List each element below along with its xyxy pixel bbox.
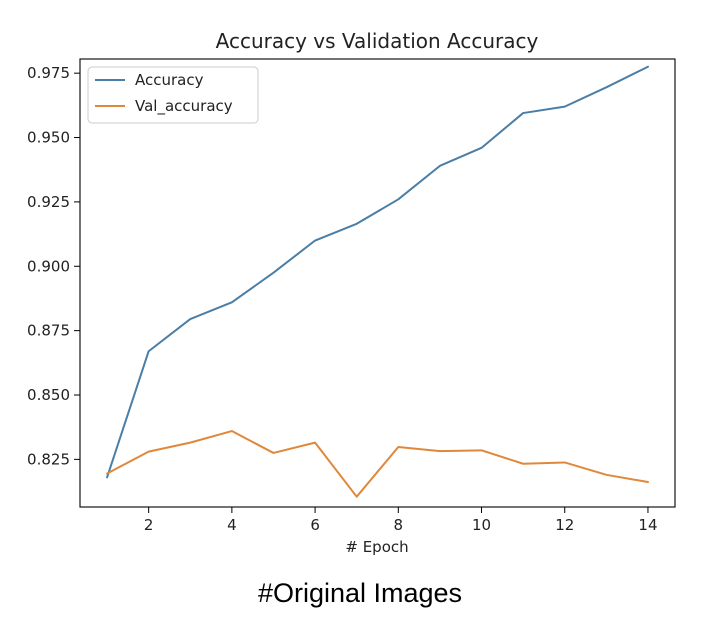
x-tick-label: 6 — [310, 516, 320, 534]
y-tick-label: 0.950 — [27, 129, 70, 147]
x-axis-label: # Epoch — [345, 538, 408, 556]
series-line-1 — [106, 430, 649, 498]
legend-label-accuracy: Accuracy — [135, 71, 204, 89]
y-tick-label: 0.875 — [27, 322, 70, 340]
data-point — [271, 451, 275, 455]
data-point — [646, 480, 650, 484]
y-axis-ticks: 0.825 0.850 0.875 0.900 0.925 0.950 0.975 — [27, 64, 80, 468]
data-point — [396, 445, 400, 449]
figure-caption: #Original Images — [257, 578, 463, 608]
legend-frame — [87, 66, 259, 124]
data-point — [355, 495, 359, 499]
x-tick-label: 10 — [472, 516, 491, 534]
data-point — [438, 164, 442, 168]
data-point — [396, 197, 400, 201]
data-point — [313, 239, 317, 243]
data-point — [604, 85, 608, 89]
data-point — [188, 317, 192, 321]
data-point — [313, 441, 317, 445]
data-point — [604, 473, 608, 477]
data-point — [147, 349, 151, 353]
legend: Accuracy Val_accuracy — [87, 66, 259, 124]
data-point — [646, 65, 650, 69]
plot-frame — [79, 58, 676, 508]
data-point — [563, 105, 567, 109]
data-point — [105, 472, 109, 476]
data-point — [480, 448, 484, 452]
data-point — [521, 111, 525, 115]
y-tick-label: 0.975 — [27, 64, 70, 82]
x-tick-label: 12 — [555, 516, 574, 534]
y-tick-label: 0.900 — [27, 257, 70, 275]
series-line-0 — [106, 65, 649, 479]
y-tick-label: 0.925 — [27, 193, 70, 211]
x-tick-label: 4 — [227, 516, 237, 534]
x-tick-label: 8 — [394, 516, 404, 534]
chart-title: Accuracy vs Validation Accuracy — [216, 29, 539, 53]
data-point — [230, 300, 234, 304]
data-point — [147, 450, 151, 454]
data-point — [271, 271, 275, 275]
x-axis-ticks: 2 4 6 8 10 12 14 — [144, 507, 658, 534]
data-point — [438, 449, 442, 453]
data-point — [105, 475, 109, 479]
y-tick-label: 0.850 — [27, 386, 70, 404]
legend-label-val-accuracy: Val_accuracy — [135, 97, 233, 116]
data-point — [563, 460, 567, 464]
data-point — [188, 441, 192, 445]
data-point — [480, 146, 484, 150]
x-tick-label: 14 — [638, 516, 657, 534]
data-point — [521, 462, 525, 466]
data-point — [355, 222, 359, 226]
data-point — [230, 429, 234, 433]
y-tick-label: 0.825 — [27, 450, 70, 468]
x-tick-label: 2 — [144, 516, 154, 534]
series-layer — [105, 65, 650, 499]
